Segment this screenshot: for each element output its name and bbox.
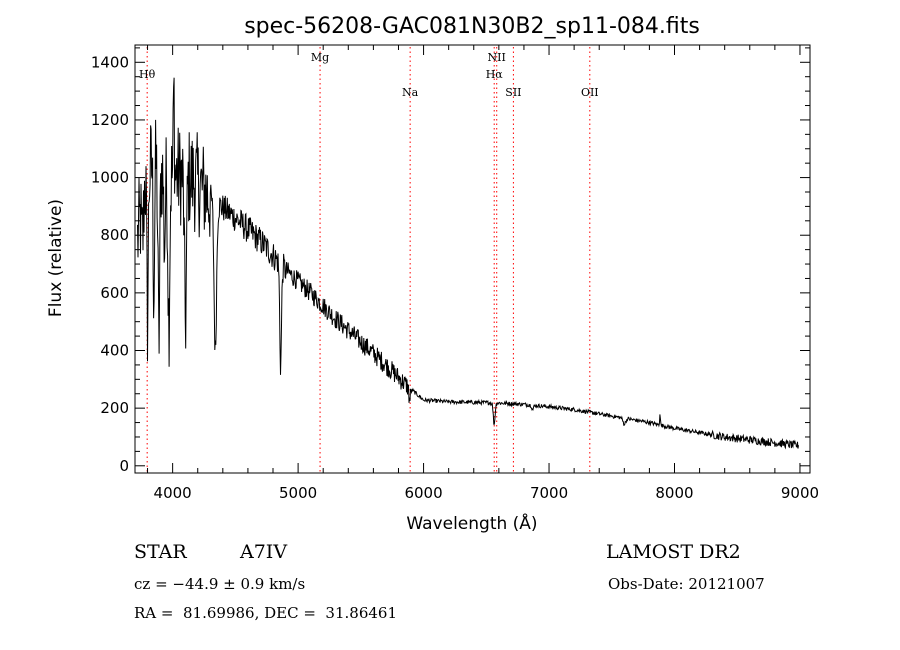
y-axis-label: Flux (relative) — [46, 199, 66, 317]
redshift-cz: cz = −44.9 ± 0.9 km/s — [134, 575, 306, 593]
x-axis-label: Wavelength (Å) — [406, 512, 537, 534]
survey-name: LAMOST DR2 — [606, 541, 741, 563]
observation-date: Obs-Date: 20121007 — [608, 575, 765, 593]
x-tick-label: 5000 — [279, 484, 317, 502]
y-tick-label: 1200 — [91, 111, 129, 129]
y-tick-label: 800 — [100, 226, 129, 244]
axes-frame: 4000 5000 6000 7000 8000 9000 0 200 400 600 800 100… — [91, 44, 819, 502]
y-tick-label: 1000 — [91, 169, 129, 187]
y-tick-label: 600 — [100, 284, 129, 302]
x-tick-label: 6000 — [404, 484, 442, 502]
line-label: Hθ — [139, 68, 156, 81]
chart-title: spec-56208-GAC081N30B2_sp11-084.fits — [244, 14, 700, 39]
y-tick-label: 1400 — [91, 53, 129, 71]
x-tick-label: 8000 — [655, 484, 693, 502]
y-tick-label: 400 — [100, 342, 129, 360]
spectrum-trace — [137, 77, 799, 450]
x-tick-label: 7000 — [530, 484, 568, 502]
line-label: Mg — [311, 51, 329, 64]
y-tick-label: 200 — [100, 399, 129, 417]
line-label: OII — [581, 86, 599, 99]
line-label: Na — [402, 86, 419, 99]
plot-frame — [134, 44, 811, 474]
y-tick-label: 0 — [119, 457, 129, 475]
line-label: Hα — [486, 68, 504, 81]
object-subclass: A7IV — [240, 541, 288, 563]
x-tick-label: 9000 — [781, 484, 819, 502]
coordinates: RA = 81.69986, DEC = 31.86461 — [134, 604, 398, 622]
object-class: STAR — [134, 541, 187, 563]
line-label: SII — [505, 86, 521, 99]
x-tick-label: 4000 — [154, 484, 192, 502]
line-label: NII — [488, 51, 506, 64]
